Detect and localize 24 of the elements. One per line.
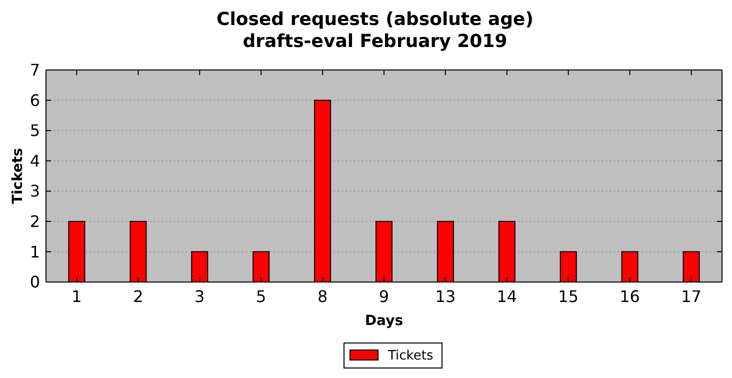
x-tick-label: 1 [72,287,82,306]
y-tick-label: 6 [30,90,40,110]
x-tick-label: 9 [378,287,390,306]
chart-title: Closed requests (absolute age) [216,9,534,30]
y-tick-label: 1 [30,242,40,262]
x-tick-label: 17 [681,287,702,306]
legend-label: Tickets [387,348,434,364]
x-tick-label: 2 [133,287,144,306]
x-tick-label: 5 [256,287,266,306]
x-tick-label: 3 [194,287,205,306]
x-tick-label: 16 [620,287,640,306]
y-tick-label: 4 [30,151,40,170]
y-tick-label: 7 [30,60,40,80]
x-tick-label: 14 [496,287,518,306]
chart-subtitle: drafts-eval February 2019 [242,31,508,52]
x-tick-label: 13 [435,287,456,306]
y-axis-title: Tickets [10,148,26,204]
y-tick-label: 3 [30,182,40,201]
x-axis-title: Days [364,313,404,329]
x-tick-label: 8 [317,287,328,306]
y-tick-label: 0 [30,272,40,292]
y-tick-label: 5 [30,121,40,140]
x-tick-label: 15 [558,287,579,306]
y-tick-label: 2 [30,212,40,232]
